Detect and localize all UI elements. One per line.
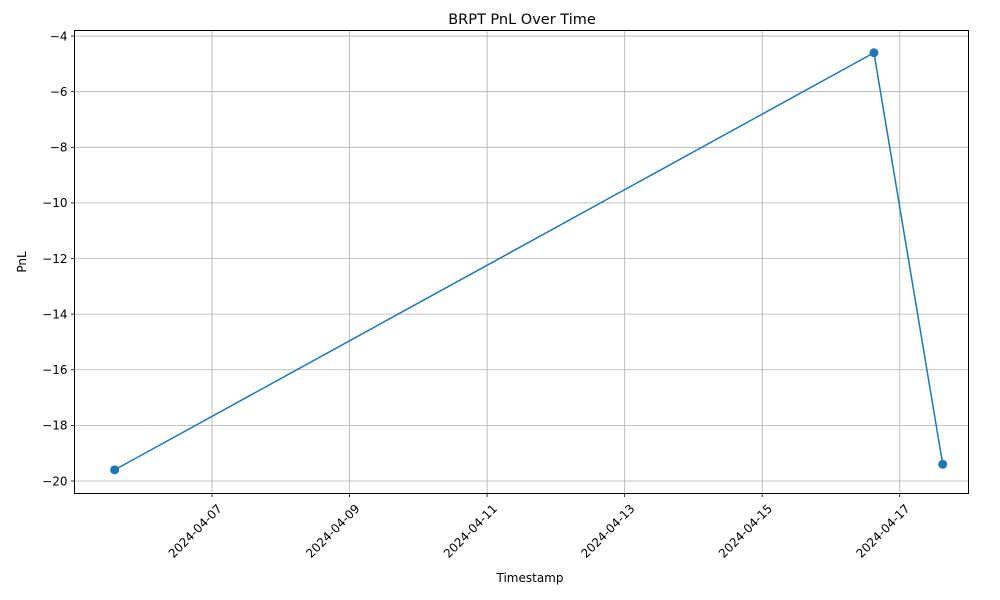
y-tick-label: −16 — [42, 363, 67, 377]
y-tick-label: −8 — [50, 141, 68, 155]
y-tick-label: −10 — [42, 196, 67, 210]
data-point — [110, 465, 120, 475]
y-axis: −20 −18 −16 −14 −12 −10 −8 −6 −4 — [42, 29, 75, 488]
y-tick-label: −14 — [42, 307, 67, 321]
grid — [74, 30, 969, 494]
y-axis-label: PnL — [15, 251, 29, 273]
y-tick-label: −20 — [42, 474, 67, 488]
data-point — [938, 459, 948, 469]
y-tick-label: −6 — [50, 85, 68, 99]
y-tick-label: −4 — [50, 29, 68, 43]
x-axis-label: Timestamp — [496, 571, 564, 585]
y-tick-label: −18 — [42, 419, 67, 433]
y-tick-label: −12 — [42, 252, 67, 266]
chart-title: BRPT PnL Over Time — [448, 12, 596, 28]
data-point — [869, 48, 879, 58]
series-layer — [110, 48, 948, 475]
plot-frame — [74, 30, 969, 494]
